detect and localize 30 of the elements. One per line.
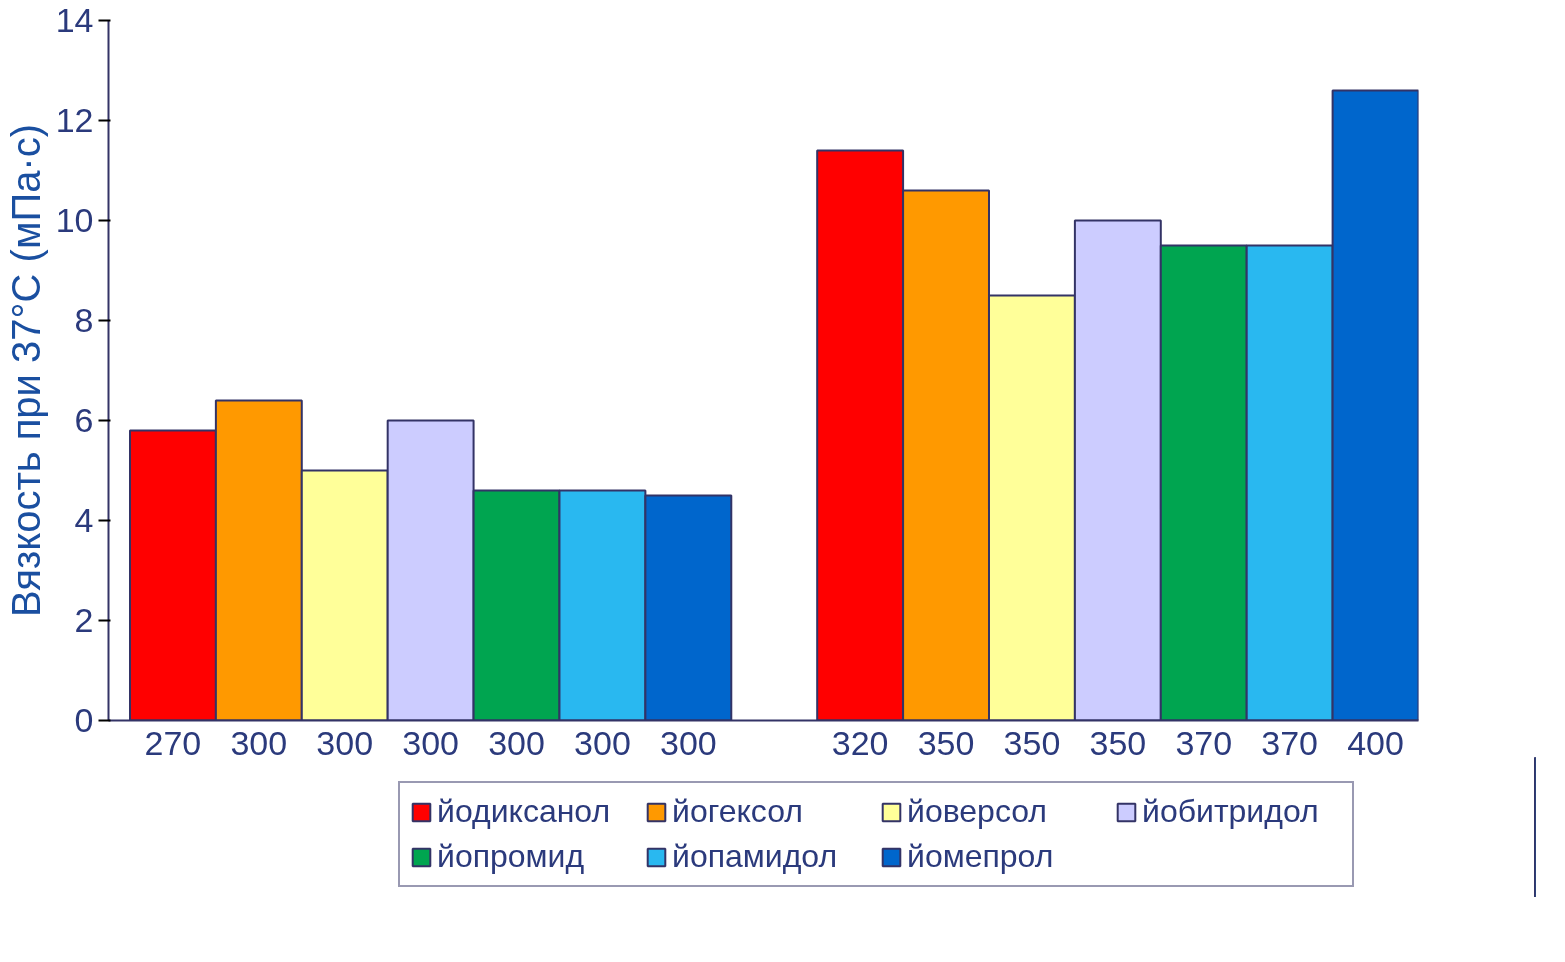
y-tick-label: 4: [74, 501, 94, 539]
legend-label: йомепрол: [907, 838, 1055, 875]
y-tick-label: 12: [55, 101, 94, 139]
x-tick-label: 300: [230, 723, 288, 762]
legend-label: йогексол: [672, 793, 804, 830]
y-tick-label: 0: [74, 701, 94, 739]
x-tick-label: 300: [488, 723, 545, 762]
x-tick-label: 400: [1347, 723, 1404, 762]
y-tick-label: 10: [55, 201, 94, 239]
y-axis-title: Вязкость при 37°C (мПа·с): [3, 123, 48, 617]
legend-label: йопамидол: [672, 838, 839, 875]
x-tick-label: 300: [316, 723, 374, 762]
x-tick-label: 370: [1261, 723, 1319, 762]
legend-label: йопромид: [437, 838, 586, 875]
legend-label: йодиксанол: [437, 793, 612, 830]
x-tick-label: 300: [659, 723, 717, 762]
y-tick-label: 6: [74, 401, 94, 439]
x-tick-label: 320: [831, 723, 889, 762]
y-tick-label: 2: [74, 601, 94, 639]
x-tick-label: 300: [402, 723, 459, 762]
x-tick-label: 350: [1003, 723, 1061, 762]
x-tick-label: 300: [574, 723, 631, 762]
legend-label: йоверсол: [907, 793, 1049, 830]
y-tick-label: 8: [74, 301, 94, 339]
y-tick-label: 14: [55, 1, 94, 39]
x-tick-label: 350: [1089, 723, 1147, 762]
x-tick-label: 350: [917, 723, 975, 762]
x-tick-label: 370: [1175, 723, 1233, 762]
legend-label: йобитридол: [1142, 793, 1320, 830]
x-tick-label: 270: [144, 723, 202, 762]
